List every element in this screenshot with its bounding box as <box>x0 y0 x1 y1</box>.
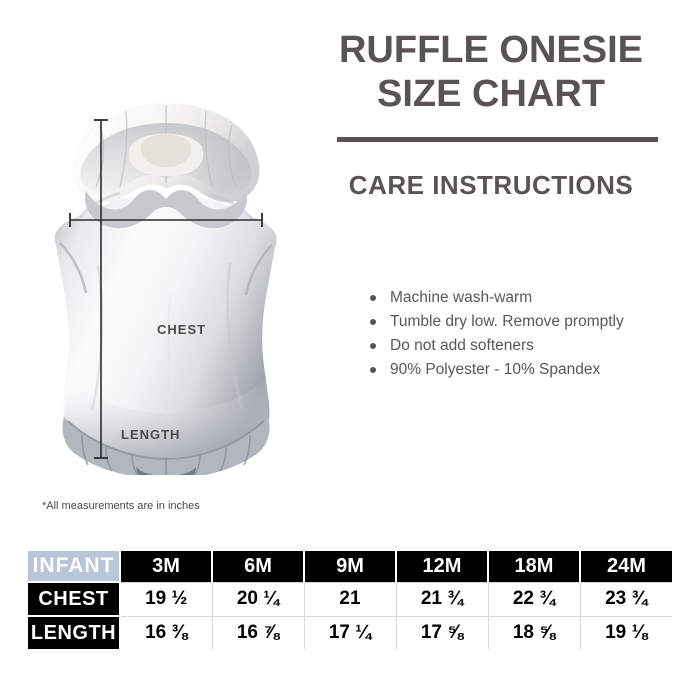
table-cell: 21 ¾ <box>396 581 489 616</box>
table-cell: 19 ⅛ <box>580 615 672 649</box>
list-item: 90% Polyester - 10% Spandex <box>370 358 624 382</box>
table-cell: 23 ¾ <box>580 581 672 616</box>
table-cell: 20 ¼ <box>212 581 305 616</box>
bullet-icon <box>370 367 376 373</box>
title-line-1: RUFFLE ONESIE <box>338 29 644 71</box>
table-header-row: INFANT 3M 6M 9M 12M 18M 24M <box>28 551 672 582</box>
list-item: Machine wash-warm <box>370 286 624 310</box>
title-line-2: SIZE CHART <box>377 73 605 115</box>
care-item-text: Machine wash-warm <box>390 289 533 306</box>
shoulder-straps <box>78 191 254 220</box>
table-cell: 17 ⅝ <box>396 615 489 649</box>
bubble-hem <box>62 417 270 475</box>
table-header-size: 3M <box>120 551 213 582</box>
table-cell: 16 ⅜ <box>120 615 213 649</box>
chest-measure-label: CHEST <box>157 322 207 337</box>
table-cell: 21 <box>304 581 397 616</box>
table-row: CHEST 19 ½ 20 ¼ 21 21 ¾ 22 ¾ 23 ¾ <box>28 581 672 616</box>
bullet-icon <box>370 343 376 349</box>
onesie-drawing <box>54 103 277 475</box>
size-chart-table: INFANT 3M 6M 9M 12M 18M 24M CHEST 19 ½ 2… <box>28 551 672 649</box>
table-cell: 16 ⅞ <box>212 615 305 649</box>
list-item: Tumble dry low. Remove promptly <box>370 310 624 334</box>
table-header-size: 6M <box>212 551 305 582</box>
chest-measure-line <box>69 213 263 227</box>
list-item: Do not add softeners <box>370 334 624 358</box>
title-divider <box>337 137 658 142</box>
table-row: LENGTH 16 ⅜ 16 ⅞ 17 ¼ 17 ⅝ 18 ⅝ 19 ⅛ <box>28 615 672 649</box>
length-measure-label: LENGTH <box>121 427 181 442</box>
ruffle-collar <box>72 103 260 229</box>
bullet-icon <box>370 319 376 325</box>
table-header-infant: INFANT <box>28 551 121 582</box>
bullet-icon <box>370 295 376 301</box>
table-cell: 18 ⅝ <box>488 615 581 649</box>
measurement-footnote: *All measurements are in inches <box>42 500 200 512</box>
row-label-length: LENGTH <box>28 615 121 649</box>
length-measure-line <box>94 119 108 459</box>
page-title: RUFFLE ONESIE SIZE CHART <box>300 28 682 116</box>
table-header-size: 18M <box>488 551 581 582</box>
garment-illustration: CHEST LENGTH <box>20 95 310 475</box>
care-item-text: Tumble dry low. Remove promptly <box>390 313 624 330</box>
care-item-text: Do not add softeners <box>390 337 534 354</box>
care-instructions-list: Machine wash-warm Tumble dry low. Remove… <box>370 286 624 382</box>
care-item-text: 90% Polyester - 10% Spandex <box>390 361 601 378</box>
table-cell: 22 ¾ <box>488 581 581 616</box>
table-cell: 19 ½ <box>120 581 213 616</box>
table-cell: 17 ¼ <box>304 615 397 649</box>
care-instructions-heading: CARE INSTRUCTIONS <box>348 170 634 200</box>
table-header-size: 24M <box>580 551 672 582</box>
row-label-chest: CHEST <box>28 581 121 616</box>
table-header-size: 9M <box>304 551 397 582</box>
table-header-size: 12M <box>396 551 489 582</box>
